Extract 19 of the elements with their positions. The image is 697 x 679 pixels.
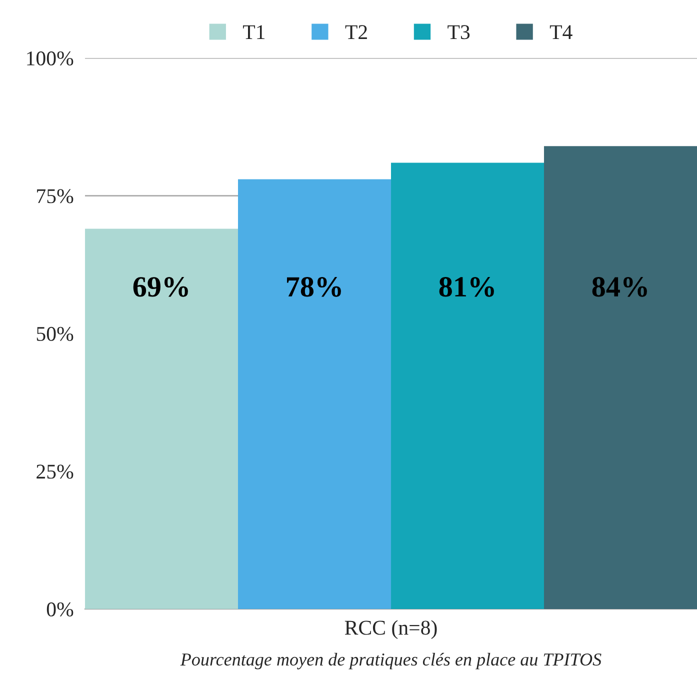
y-tick-label: 100%: [27, 51, 74, 66]
y-tick-label: 25%: [36, 464, 74, 479]
data-label: 69%: [133, 277, 188, 297]
bar: [85, 228, 238, 609]
bar: [544, 146, 697, 609]
legend-label: T4: [550, 25, 572, 39]
y-tick-label: 75%: [37, 189, 74, 204]
data-label: 84%: [592, 277, 647, 297]
x-axis-title: Pourcentage moyen de pratiques clés en place au TPITOS: [180, 652, 602, 670]
legend-label: T1: [243, 25, 265, 39]
legend-label: T2: [345, 25, 367, 39]
bar: [238, 179, 391, 609]
y-tick-label: 0%: [46, 602, 74, 616]
legend-label: T3: [448, 25, 470, 40]
bar: [391, 162, 544, 609]
data-label: 78%: [287, 277, 341, 297]
y-tick-label: 50%: [36, 326, 74, 341]
data-label: 81%: [439, 277, 494, 297]
x-tick-label: RCC (n=8): [344, 620, 437, 640]
